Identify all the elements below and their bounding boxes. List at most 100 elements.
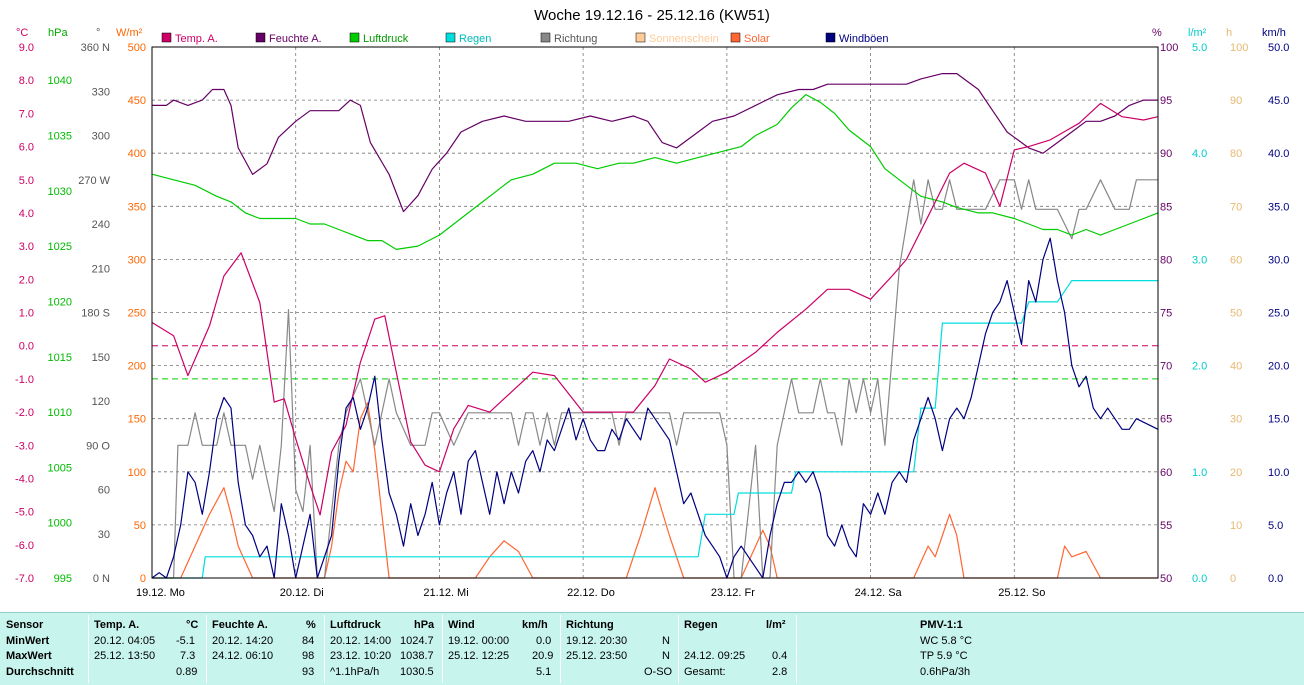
legend-label: Sonnenschein [649, 33, 719, 45]
y-tick-label-temp: 7.0 [19, 108, 34, 120]
y-tick-label-wind: 5.0 [1268, 520, 1283, 532]
y-tick-label-wind: 25.0 [1268, 308, 1289, 320]
legend-swatch [445, 32, 456, 43]
legend-swatch [161, 32, 172, 43]
y-tick-label-temp: 4.0 [19, 208, 34, 220]
series-line-regen [152, 280, 1158, 579]
y-tick-label-pressure: 1035 [48, 131, 72, 143]
y-tick-label-rain: 4.0 [1192, 148, 1207, 160]
y-tick-label-pressure: 1005 [48, 462, 72, 474]
direction-header: Richtung [566, 619, 614, 631]
legend-label: Luftdruck [363, 33, 409, 45]
y-tick-label-rain: 0.0 [1192, 573, 1207, 585]
legend-swatch [825, 32, 836, 43]
rain-total: 2.8 [772, 666, 788, 678]
rain-total-label: Gesamt: [684, 666, 726, 678]
pmv-line-2: TP 5.9 °C [920, 650, 968, 662]
y-tick-label-sunshine: 90 [1230, 95, 1242, 107]
y-tick-label-solar: 200 [128, 361, 146, 373]
direction-avg: O-SO [644, 666, 673, 678]
wind-min-time: 19.12. 00:00 [448, 635, 510, 647]
y-tick-label-temp: 3.0 [19, 241, 34, 253]
temp-max-time: 25.12. 13:50 [94, 650, 156, 662]
y-tick-label-humidity: 90 [1160, 148, 1172, 160]
chart-grid [152, 47, 1158, 578]
y-tick-label-rain: 5.0 [1192, 42, 1207, 54]
wind-avg: 5.1 [536, 666, 552, 678]
y-tick-label-sunshine: 20 [1230, 467, 1242, 479]
humidity-min: 84 [302, 635, 315, 647]
y-tick-label-wind: 10.0 [1268, 467, 1289, 479]
y-tick-label-solar: 350 [128, 201, 146, 213]
y-tick-label-direction: 180 S [81, 308, 110, 320]
wind-header: Wind [448, 619, 475, 631]
y-tick-label-humidity: 55 [1160, 520, 1172, 532]
y-axis-ticks: 9.0 8.0 7.0 6.0 5.0 4.0 3.0 2.0 1.0 0.0 -1.0 -2.0 -3… [15, 42, 1289, 585]
pressure-header: Luftdruck [330, 619, 381, 631]
rain-unit: l/m² [766, 619, 786, 631]
y-tick-label-temp: -1.0 [15, 374, 34, 386]
y-tick-label-temp: -2.0 [15, 407, 34, 419]
y-tick-label-rain: 3.0 [1192, 254, 1207, 266]
y-tick-label-temp: -7.0 [15, 573, 34, 585]
y-tick-label-sunshine: 10 [1230, 520, 1242, 532]
pressure-min: 1024.7 [400, 635, 434, 647]
y-tick-label-rain: 1.0 [1192, 467, 1207, 479]
y-tick-label-humidity: 70 [1160, 361, 1172, 373]
y-tick-label-solar: 400 [128, 148, 146, 160]
row-label-max: MaxWert [6, 650, 52, 662]
y-tick-label-temp: 6.0 [19, 142, 34, 154]
y-tick-label-wind: 50.0 [1268, 42, 1289, 54]
y-tick-label-wind: 35.0 [1268, 201, 1289, 213]
y-tick-label-sunshine: 80 [1230, 148, 1242, 160]
y-tick-label-humidity: 95 [1160, 95, 1172, 107]
rain-max-time: 24.12. 09:25 [684, 650, 746, 662]
humidity-min-time: 20.12. 14:20 [212, 635, 274, 647]
pmv-line-3: 0.6hPa/3h [920, 666, 971, 678]
y-tick-label-wind: 40.0 [1268, 148, 1289, 160]
pmv-header: PMV-1:1 [920, 619, 963, 631]
x-axis-ticks: 19.12. Mo 20.12. Di 21.12. Mi 22.12. Do 23.1… [136, 587, 1045, 599]
y-tick-label-solar: 0 [140, 573, 146, 585]
axis-unit-pressure: hPa [48, 27, 68, 39]
y-tick-label-temp: 9.0 [19, 42, 34, 54]
y-tick-label-temp: 8.0 [19, 75, 34, 87]
y-tick-label-humidity: 75 [1160, 308, 1172, 320]
y-tick-label-humidity: 60 [1160, 467, 1172, 479]
plot-frame [151, 46, 1159, 579]
y-tick-label-temp: 5.0 [19, 175, 34, 187]
x-tick-label: 21.12. Mi [423, 587, 468, 599]
weather-chart: Woche 19.12.16 - 25.12.16 (KW51) °C hPa ° W… [15, 7, 1289, 599]
x-tick-label: 24.12. Sa [855, 587, 903, 599]
y-tick-label-direction: 30 [98, 529, 110, 541]
y-tick-label-solar: 100 [128, 467, 146, 479]
y-tick-label-sunshine: 40 [1230, 361, 1242, 373]
y-tick-label-direction: 210 [92, 263, 110, 275]
temp-unit: °C [186, 619, 199, 631]
y-tick-label-direction: 270 W [78, 175, 110, 187]
axis-headers: °C hPa ° W/m²% l/m² h km/h [16, 27, 1286, 39]
y-tick-label-temp: -5.0 [15, 507, 34, 519]
y-tick-label-solar: 450 [128, 95, 146, 107]
pressure-trend: ^1.1hPa/h [330, 666, 380, 678]
x-tick-label: 25.12. So [998, 587, 1045, 599]
axis-unit-solar: W/m² [116, 27, 143, 39]
legend-label: Solar [744, 33, 770, 45]
axis-unit-humidity: % [1152, 27, 1162, 39]
series-line-luftdruck [151, 93, 1159, 250]
legend-swatch [255, 32, 266, 43]
y-tick-label-pressure: 1015 [48, 352, 72, 364]
axis-unit-sunshine: h [1226, 27, 1232, 39]
y-tick-label-wind: 15.0 [1268, 414, 1289, 426]
legend-label: Temp. A. [175, 33, 218, 45]
humidity-max-time: 24.12. 06:10 [212, 650, 274, 662]
series-line-temp-a [151, 102, 1159, 516]
pmv-line-1: WC 5.8 °C [920, 635, 973, 647]
legend-label: Feuchte A. [269, 33, 322, 45]
pressure-min-time: 20.12. 14:00 [330, 635, 392, 647]
y-tick-label-sunshine: 100 [1230, 42, 1248, 54]
y-tick-label-pressure: 1025 [48, 241, 72, 253]
direction-max-time: 25.12. 23:50 [566, 650, 628, 662]
chart-title: Woche 19.12.16 - 25.12.16 (KW51) [534, 7, 770, 24]
y-tick-label-pressure: 995 [54, 573, 72, 585]
